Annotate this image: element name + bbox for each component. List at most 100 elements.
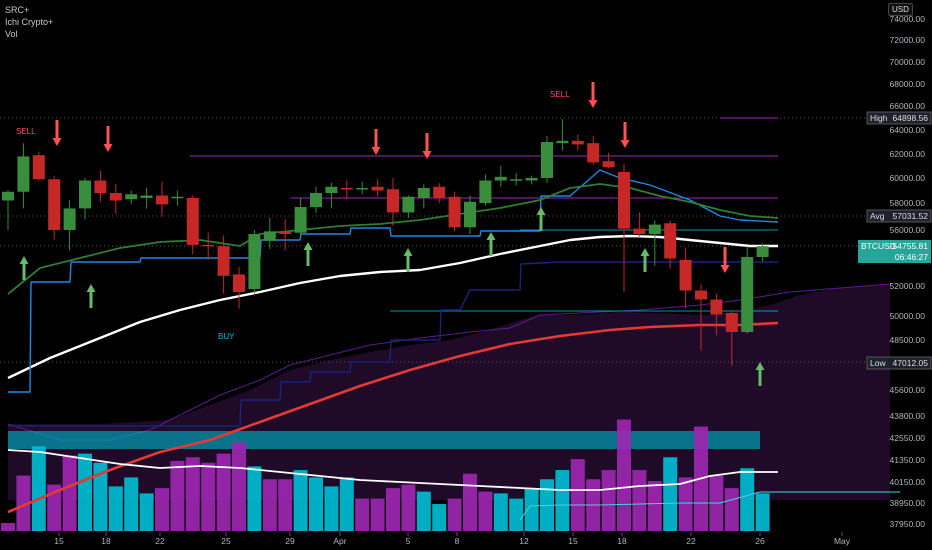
- time-axis-label: 25: [221, 536, 231, 546]
- candle-body: [756, 246, 769, 257]
- candle-body: [171, 196, 184, 199]
- price-axis-label: 58000.00: [890, 198, 926, 208]
- low-tag-value: 47012.05: [893, 358, 929, 368]
- time-axis-label: 29: [285, 536, 295, 546]
- candle-body: [664, 223, 677, 259]
- volume-bar: [47, 484, 62, 531]
- candle-body: [695, 290, 707, 300]
- candle-body: [17, 156, 30, 192]
- price-axis-label: 74000.00: [890, 14, 926, 24]
- tenkan-line: [7, 183, 779, 295]
- candle-body: [202, 244, 215, 247]
- candle-body: [741, 257, 754, 332]
- candle-body: [109, 193, 122, 201]
- candle-body: [725, 313, 738, 332]
- buy-arrow-icon: [536, 207, 546, 231]
- candle-body: [140, 195, 153, 198]
- high-price-tag: High 64898.56: [866, 111, 932, 125]
- candle-body: [571, 140, 584, 145]
- buy-arrow-icon: [755, 362, 765, 386]
- volume-bar: [401, 484, 416, 531]
- buy-arrow-icon: [640, 248, 650, 272]
- volume-bar: [155, 488, 169, 531]
- volume-bar: [647, 481, 662, 531]
- legend-indicator[interactable]: Ichi Crypto+: [5, 17, 54, 27]
- time-axis-label: 26: [755, 536, 765, 546]
- low-price-tag: Low 47012.05: [866, 356, 932, 370]
- volume-profile-band: [8, 431, 760, 449]
- volume-bar: [416, 491, 431, 531]
- candle-body: [448, 196, 461, 228]
- candle-body: [433, 186, 446, 198]
- volume-bar: [309, 477, 323, 531]
- buy-arrow-icon: [486, 232, 496, 256]
- candle-body: [387, 189, 399, 213]
- candle-body: [402, 196, 415, 213]
- volume-bar: [16, 475, 31, 531]
- time-axis-label: 22: [155, 536, 165, 546]
- last-tag-symbol: BTCUSD: [861, 241, 896, 251]
- volume-bar: [232, 442, 246, 531]
- high-tag-label: High: [870, 113, 888, 123]
- volume-bar: [108, 486, 123, 531]
- candle-body: [602, 161, 615, 168]
- price-axis-label: 41350.00: [890, 455, 926, 465]
- volume-bar: [78, 453, 92, 531]
- legend-volume[interactable]: Vol: [5, 29, 18, 39]
- candle-body: [340, 188, 353, 190]
- candle-body: [325, 186, 338, 193]
- volume-bar: [247, 466, 262, 531]
- candle-body: [2, 191, 14, 201]
- volume-bar: [124, 477, 139, 531]
- volume-baseline-line: [519, 491, 900, 521]
- slow-moving-average-line: [7, 321, 779, 514]
- buy-arrow-icon: [303, 242, 313, 266]
- price-axis-label: 38950.00: [890, 498, 926, 508]
- avg-tag-value: 57031.52: [893, 211, 929, 221]
- indicator-background-layer: [7, 283, 891, 500]
- candle-body: [94, 180, 107, 193]
- time-axis-label: 15: [54, 536, 64, 546]
- price-axis-label: 70000.00: [890, 57, 926, 67]
- candle-body: [279, 231, 292, 235]
- candlesticks: [2, 119, 769, 366]
- price-axis-label: 68000.00: [890, 79, 926, 89]
- cloud-edge-line: [7, 283, 891, 441]
- price-axis-label: 52000.00: [890, 281, 926, 291]
- candle-body: [494, 176, 507, 181]
- candle-body: [233, 274, 245, 292]
- candle-body: [618, 172, 630, 229]
- volume-bar: [93, 462, 108, 531]
- candle-body: [248, 234, 261, 289]
- price-axis[interactable]: 74000.00 72000.00 70000.00 68000.00 66000.00…: [890, 14, 926, 529]
- price-axis-label: 64000.00: [890, 125, 926, 135]
- candle-body: [479, 180, 492, 203]
- low-tag-label: Low: [870, 358, 886, 368]
- last-tag-value: 54755.81: [893, 241, 929, 251]
- price-axis-label: 43800.00: [890, 411, 926, 421]
- sell-label-2: SELL: [550, 90, 570, 99]
- volume-bar: [617, 419, 631, 531]
- price-axis-label: 56000.00: [890, 225, 926, 235]
- candle-body: [648, 224, 661, 235]
- time-axis[interactable]: 15 18 22 25 29 Apr 5 8 12 15 18 22 26 May: [54, 532, 851, 546]
- legend-symbol[interactable]: SRC+: [5, 5, 30, 15]
- candle-body: [525, 178, 538, 181]
- high-tag-value: 64898.56: [893, 113, 929, 123]
- candle-body: [63, 208, 76, 230]
- candle-body: [417, 188, 430, 198]
- volume-bar: [1, 522, 15, 531]
- candle-body: [556, 140, 569, 144]
- currency-badge[interactable]: USD: [888, 3, 913, 16]
- volume-bar: [555, 470, 570, 531]
- sell-arrow-icon: [371, 129, 381, 155]
- volume-bar: [31, 446, 46, 531]
- candle-body: [510, 179, 523, 181]
- volume-bar: [139, 493, 154, 531]
- time-axis-label: 12: [519, 536, 529, 546]
- volume-bar: [755, 493, 770, 531]
- buy-arrow-icon: [403, 248, 413, 272]
- volume-bar: [216, 453, 231, 531]
- chart-legend: SRC+ Ichi Crypto+ Vol: [5, 4, 53, 40]
